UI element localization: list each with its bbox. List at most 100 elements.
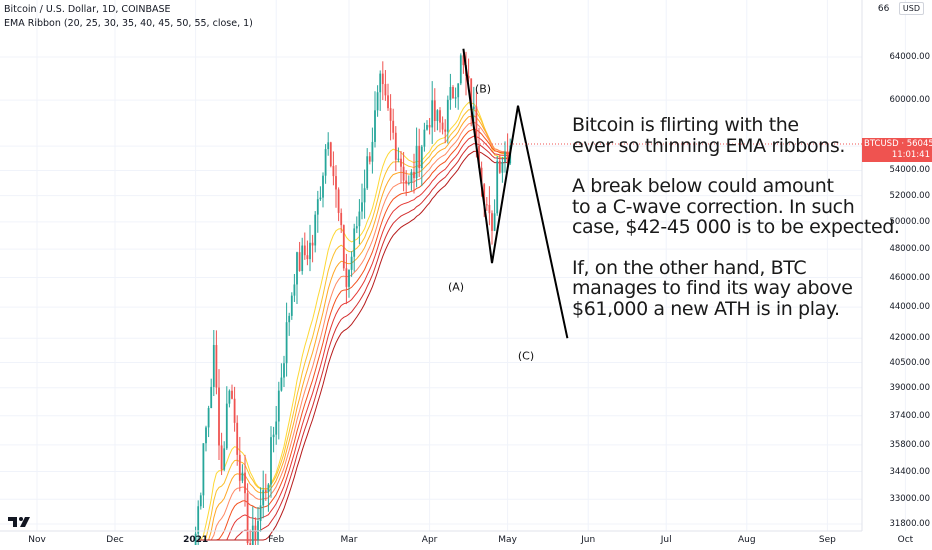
candlesticks <box>194 49 512 545</box>
candle-body <box>387 95 389 109</box>
time-tick-label: Jul <box>660 535 672 545</box>
candle-body <box>389 108 392 121</box>
candle-body <box>332 166 335 177</box>
price-tick-label: 31800.00 <box>889 519 930 529</box>
last-price-tag: BTCUSD · 56045.82 11:01:41 <box>862 138 932 162</box>
candle-body <box>350 256 353 270</box>
candle-body <box>309 242 311 260</box>
time-tick-label: Jun <box>581 535 596 545</box>
candle-body <box>415 145 418 179</box>
candle-body <box>194 533 197 545</box>
candle-body <box>449 87 452 100</box>
candle-body <box>504 152 506 163</box>
candle-body <box>197 506 200 534</box>
price-tick-label: 50000.00 <box>889 216 930 227</box>
candle-body <box>488 204 491 214</box>
elliott-wave-lines <box>462 48 569 339</box>
candle-body <box>231 390 233 399</box>
candle-body <box>431 100 434 128</box>
candle-body <box>413 171 415 179</box>
time-tick-label: Mar <box>340 535 358 545</box>
candle-body <box>480 167 483 185</box>
candle-body <box>238 454 241 481</box>
symbol-title: Bitcoin / U.S. Dollar, 1D, COINBASE <box>4 4 171 15</box>
candle-body <box>394 132 397 160</box>
candle-body <box>329 142 332 167</box>
candle-body <box>264 490 267 493</box>
price-tick-label: 54000.00 <box>889 165 930 176</box>
price-tick-label: 48000.00 <box>889 244 930 255</box>
candle-body <box>371 141 374 162</box>
candle-body <box>374 110 376 142</box>
price-tag-value: 56045.82 <box>906 139 932 149</box>
note-line: to a C-wave correction. In such <box>572 195 855 218</box>
price-tick-label: 44000.00 <box>889 302 930 313</box>
price-tick-label: 42000.00 <box>889 333 930 344</box>
time-tick-label: Sep <box>818 535 836 545</box>
wave-path <box>462 48 569 339</box>
candle-body <box>335 176 337 190</box>
time-tick-label: Feb <box>268 535 285 545</box>
candle-body <box>457 83 460 98</box>
candle-body <box>444 129 447 132</box>
candle-body <box>311 242 314 246</box>
candle-body <box>249 543 252 545</box>
candle-body <box>433 100 436 122</box>
candle-body <box>233 398 236 423</box>
candle-body <box>467 75 470 79</box>
candle-body <box>478 145 480 168</box>
candle-body <box>277 390 280 422</box>
candle-body <box>345 268 348 287</box>
candle-body <box>296 252 298 285</box>
candle-body <box>207 408 210 428</box>
candle-body <box>483 184 486 205</box>
wave-label-c: (C) <box>517 349 535 363</box>
candle-body <box>337 189 340 213</box>
wave-label-b: (B) <box>474 82 492 96</box>
candle-body <box>288 315 291 323</box>
chart-grid <box>0 0 906 531</box>
tradingview-logo[interactable] <box>6 514 36 529</box>
candle-body <box>498 160 501 173</box>
ema-ribbon-line <box>198 121 511 541</box>
price-tick-label: 52000.00 <box>889 190 930 201</box>
candle-body <box>506 152 509 164</box>
candle-body <box>470 78 473 110</box>
candle-body <box>342 225 345 269</box>
candle-body <box>384 84 387 96</box>
time-tick-label: 2021 <box>183 535 209 545</box>
price-tick-label: 46000.00 <box>889 272 930 283</box>
price-tick-label: 34400.00 <box>889 466 930 477</box>
currency-badge-label: USD <box>902 4 920 13</box>
candle-body <box>376 92 379 111</box>
indicator-title: EMA Ribbon (20, 25, 30, 35, 40, 45, 50, … <box>4 18 253 29</box>
candle-body <box>205 427 207 444</box>
candle-body <box>257 520 259 540</box>
price-tag-countdown: 11:01:41 <box>891 150 930 160</box>
candle-body <box>259 505 262 521</box>
candle-body <box>493 213 496 231</box>
candle-body <box>270 437 272 485</box>
candle-body <box>290 295 293 316</box>
candle-body <box>251 525 254 545</box>
currency-badge[interactable]: 66 USD <box>878 2 924 15</box>
candle-body <box>223 448 226 470</box>
candle-body <box>316 199 319 215</box>
time-tick-label: Apr <box>421 535 438 545</box>
price-tick-label: 37400.00 <box>889 410 930 421</box>
ema-ribbon-line <box>198 128 511 541</box>
candle-body <box>410 171 413 184</box>
candle-body <box>324 149 327 176</box>
price-tag-symbol: BTCUSD <box>864 139 899 149</box>
candle-body <box>202 443 205 496</box>
candle-body <box>397 158 400 160</box>
candle-body <box>322 175 324 198</box>
price-tick-label: 39000.00 <box>889 382 930 393</box>
candle-body <box>454 97 457 99</box>
candle-body <box>472 106 475 110</box>
candle-body <box>301 245 304 272</box>
note-line: ever so thinning EMA ribbons. <box>572 134 845 157</box>
candle-body <box>241 472 244 481</box>
chart-legend: Bitcoin / U.S. Dollar, 1D, COINBASE EMA … <box>4 3 253 31</box>
